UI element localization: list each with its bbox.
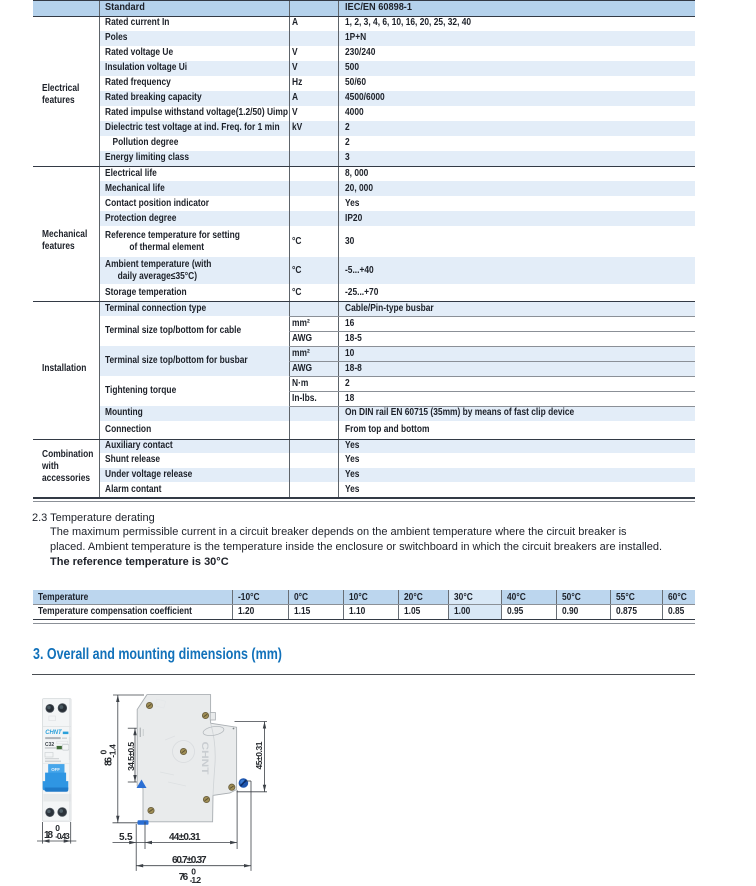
svg-text:0: 0	[55, 823, 60, 833]
svg-text:CHNT: CHNT	[200, 742, 210, 776]
svg-text:44±0.31: 44±0.31	[169, 832, 201, 843]
svg-text:45±0.31: 45±0.31	[254, 741, 264, 769]
svg-text:-1.2: -1.2	[190, 875, 202, 885]
svg-text:34.5±0.5: 34.5±0.5	[126, 742, 136, 771]
svg-text:0: 0	[98, 750, 108, 755]
svg-text:18: 18	[44, 830, 53, 841]
svg-text:C32: C32	[45, 742, 54, 748]
svg-text:-1.4: -1.4	[108, 744, 118, 758]
svg-text:5.5: 5.5	[119, 832, 133, 843]
svg-text:76: 76	[179, 872, 189, 883]
svg-text:CHNT: CHNT	[45, 730, 63, 736]
svg-text:60.7±0.37: 60.7±0.37	[172, 855, 207, 866]
svg-text:86: 86	[103, 757, 114, 766]
svg-text:0: 0	[191, 867, 196, 877]
svg-text:OFF: OFF	[51, 767, 60, 772]
svg-text:-0.43: -0.43	[55, 831, 70, 841]
